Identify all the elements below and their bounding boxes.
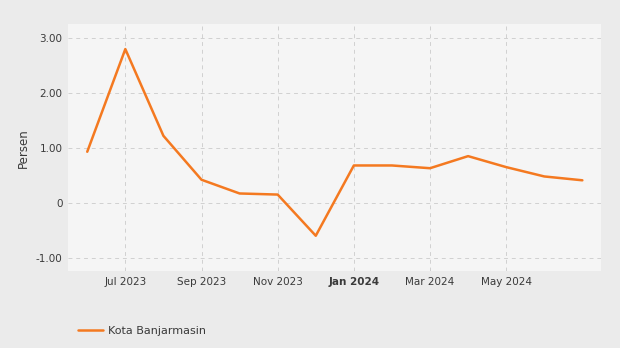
Kota Banjarmasin [541, 174, 548, 179]
Kota Banjarmasin [236, 191, 243, 196]
Kota Banjarmasin [274, 192, 281, 197]
Kota Banjarmasin [350, 163, 358, 167]
Kota Banjarmasin [388, 163, 396, 167]
Kota Banjarmasin [122, 47, 129, 51]
Kota Banjarmasin [464, 154, 472, 158]
Kota Banjarmasin [578, 178, 586, 182]
Kota Banjarmasin [502, 165, 510, 169]
Kota Banjarmasin [160, 134, 167, 138]
Kota Banjarmasin [312, 234, 319, 238]
Kota Banjarmasin [427, 166, 434, 170]
Kota Banjarmasin [84, 150, 91, 154]
Y-axis label: Persen: Persen [17, 128, 30, 168]
Legend: Kota Banjarmasin: Kota Banjarmasin [74, 322, 211, 340]
Line: Kota Banjarmasin: Kota Banjarmasin [87, 49, 582, 236]
Kota Banjarmasin [198, 178, 205, 182]
